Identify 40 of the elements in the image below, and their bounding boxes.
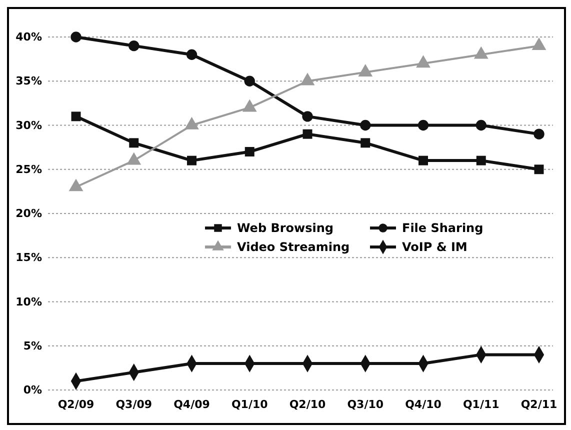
x-tick-label: Q2/10 xyxy=(289,398,326,411)
x-tick-label: Q1/11 xyxy=(462,398,500,411)
x-tick-label: Q1/10 xyxy=(231,398,268,411)
point xyxy=(418,156,428,166)
point xyxy=(128,40,140,52)
x-tick-label: Q2/11 xyxy=(520,398,558,411)
y-tick-label: 35% xyxy=(16,74,42,88)
point xyxy=(187,156,196,166)
y-tick-label: 10% xyxy=(16,295,42,308)
y-tick-label: 25% xyxy=(16,162,42,176)
legend-label: VoIP & IM xyxy=(402,240,468,254)
legend-label: Web Browsing xyxy=(237,221,334,235)
point xyxy=(476,156,486,166)
point xyxy=(70,32,82,42)
x-tick-label: Q4/09 xyxy=(174,398,210,411)
x-tick-label: Q4/10 xyxy=(405,398,442,411)
y-tick-label: 0% xyxy=(23,384,42,397)
point xyxy=(534,128,544,140)
y-tick-label: 30% xyxy=(16,118,42,132)
point xyxy=(302,111,313,122)
point xyxy=(418,120,429,131)
point xyxy=(244,76,255,86)
point xyxy=(476,120,486,131)
point xyxy=(186,49,198,60)
point xyxy=(71,112,81,122)
point xyxy=(129,138,139,148)
point xyxy=(534,164,544,174)
y-tick-label: 40% xyxy=(16,30,42,44)
point xyxy=(302,129,312,139)
x-tick-label: Q3/10 xyxy=(347,398,384,411)
point xyxy=(360,138,370,148)
y-tick-label: 20% xyxy=(16,207,42,220)
legend-label: Video Streaming xyxy=(237,240,350,254)
legend-label: File Sharing xyxy=(402,221,484,235)
y-tick-label: 15% xyxy=(16,251,42,264)
point xyxy=(244,146,254,156)
y-tick-label: 5% xyxy=(23,339,42,352)
x-tick-label: Q3/09 xyxy=(116,398,152,411)
point xyxy=(360,120,371,131)
x-tick-label: Q2/09 xyxy=(58,398,94,411)
